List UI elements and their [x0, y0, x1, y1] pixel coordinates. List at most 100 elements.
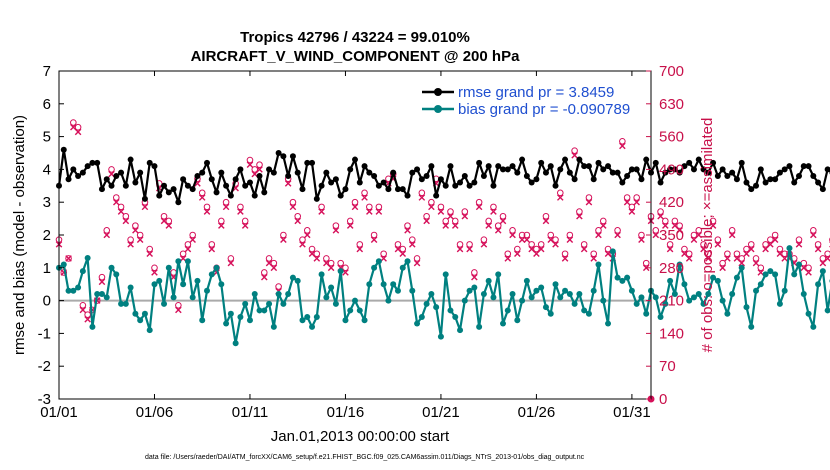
- rmse-point: [352, 156, 358, 163]
- obs-assimilated-point: [571, 152, 578, 159]
- obs-possible-point: [662, 217, 669, 225]
- rmse-point: [471, 179, 478, 186]
- obs-assimilated-point: [218, 222, 225, 229]
- bias-point: [437, 333, 444, 340]
- bias-point: [676, 261, 683, 268]
- bias-point: [714, 277, 721, 284]
- obs-possible-point: [356, 241, 364, 248]
- bias-point: [619, 277, 626, 284]
- obs-assimilated-stroke: [480, 241, 488, 248]
- obs-assimilated-point: [743, 250, 750, 258]
- obs-assimilated-stroke: [380, 255, 387, 262]
- rmse-point: [657, 179, 664, 186]
- obs-count-layer: [55, 119, 830, 403]
- obs-assimilated-point: [599, 222, 607, 229]
- obs-possible-point: [294, 212, 302, 220]
- bias-point: [428, 291, 435, 298]
- obs-assimilated-stroke: [638, 236, 645, 243]
- bias-point: [776, 300, 783, 307]
- bias-point: [585, 310, 592, 317]
- rmse-point: [289, 153, 296, 160]
- obs-assimilated-stroke: [65, 255, 72, 262]
- rmse-point: [103, 176, 110, 183]
- y-right-tick-label: 70: [659, 358, 676, 375]
- obs-assimilated-stroke: [537, 245, 545, 253]
- rmse-point: [796, 172, 802, 179]
- obs-assimilated-stroke: [518, 236, 526, 243]
- bias-point: [175, 258, 182, 265]
- rmse-point: [476, 159, 483, 166]
- obs-assimilated-stroke: [237, 208, 244, 215]
- obs-assimilated-point: [222, 203, 230, 211]
- obs-possible-point: [337, 259, 344, 267]
- bias-point: [576, 291, 583, 298]
- obs-assimilated-stroke: [399, 250, 407, 258]
- bias-point: [89, 323, 96, 330]
- bias-point: [75, 284, 82, 291]
- bias-point: [204, 287, 210, 294]
- obs-assimilated-point: [552, 241, 559, 248]
- rmse-point: [676, 169, 683, 176]
- rmse-point: [70, 166, 77, 173]
- rmse-point: [700, 166, 707, 173]
- obs-possible-point: [595, 227, 602, 234]
- rmse-point: [98, 186, 105, 193]
- bias-point: [356, 307, 363, 314]
- rmse-point: [667, 166, 674, 173]
- rmse-point: [466, 182, 473, 189]
- obs-assimilated-stroke: [208, 245, 216, 253]
- bias-point: [242, 300, 249, 307]
- bias-point: [218, 281, 225, 288]
- obs-possible-point: [542, 212, 550, 220]
- rmse-point: [337, 192, 344, 199]
- rmse-point: [132, 179, 139, 186]
- rmse-point: [371, 172, 378, 179]
- y-tick-label: 5: [43, 129, 51, 146]
- obs-possible-point: [728, 227, 736, 234]
- obs-assimilated-point: [141, 203, 149, 211]
- obs-assimilated-point: [709, 222, 717, 229]
- obs-possible-point: [418, 189, 426, 197]
- obs-assimilated-point: [585, 198, 593, 206]
- obs-assimilated-stroke: [84, 316, 91, 323]
- obs-possible-point: [108, 166, 115, 173]
- chart-title-line2: AIRCRAFT_V_WIND_COMPONENT @ 200 hPa: [191, 48, 521, 65]
- rmse-point: [318, 182, 325, 189]
- obs-possible-point: [638, 231, 645, 239]
- obs-assimilated-point: [695, 231, 703, 239]
- obs-possible-point: [590, 250, 598, 258]
- rmse-point: [791, 179, 798, 186]
- bias-point: [199, 317, 206, 324]
- rmse-point: [184, 182, 191, 189]
- obs-possible-point: [547, 231, 555, 239]
- bias-point: [609, 248, 616, 255]
- obs-assimilated-stroke: [222, 203, 230, 211]
- obs-assimilated-stroke: [151, 269, 158, 276]
- obs-possible-point: [179, 250, 187, 258]
- rmse-point: [180, 176, 187, 183]
- obs-assimilated-point: [418, 194, 426, 201]
- rmse-point: [361, 163, 368, 170]
- rmse-point: [600, 166, 607, 173]
- obs-possible-point: [747, 241, 755, 248]
- bias-point: [328, 284, 335, 291]
- bias-point: [423, 300, 430, 307]
- y-right-tick-label: 210: [659, 293, 684, 310]
- obs-assimilated-stroke: [184, 245, 192, 253]
- bias-point: [132, 310, 139, 317]
- obs-assimilated-stroke: [361, 194, 368, 201]
- obs-assimilated-point: [738, 259, 746, 267]
- bias-point: [409, 287, 416, 294]
- bias-point: [786, 245, 793, 252]
- y-tick-label: 0: [43, 293, 51, 310]
- obs-assimilated-point: [399, 250, 407, 258]
- obs-assimilated-point: [514, 250, 521, 258]
- obs-assimilated-stroke: [810, 231, 817, 239]
- obs-assimilated-stroke: [294, 217, 302, 225]
- obs-assimilated-stroke: [418, 194, 426, 201]
- rmse-point: [65, 176, 72, 183]
- obs-assimilated-stroke: [652, 231, 660, 239]
- obs-assimilated-point: [733, 255, 741, 262]
- obs-possible-point: [323, 255, 330, 262]
- rmse-point: [266, 166, 273, 173]
